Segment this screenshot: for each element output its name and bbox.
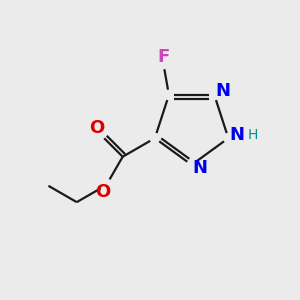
Text: O: O bbox=[95, 183, 110, 201]
Text: N: N bbox=[215, 82, 230, 100]
Text: O: O bbox=[89, 119, 104, 137]
Text: N: N bbox=[192, 159, 207, 177]
Text: N: N bbox=[230, 126, 245, 144]
Text: F: F bbox=[157, 48, 169, 66]
Text: H: H bbox=[248, 128, 258, 142]
